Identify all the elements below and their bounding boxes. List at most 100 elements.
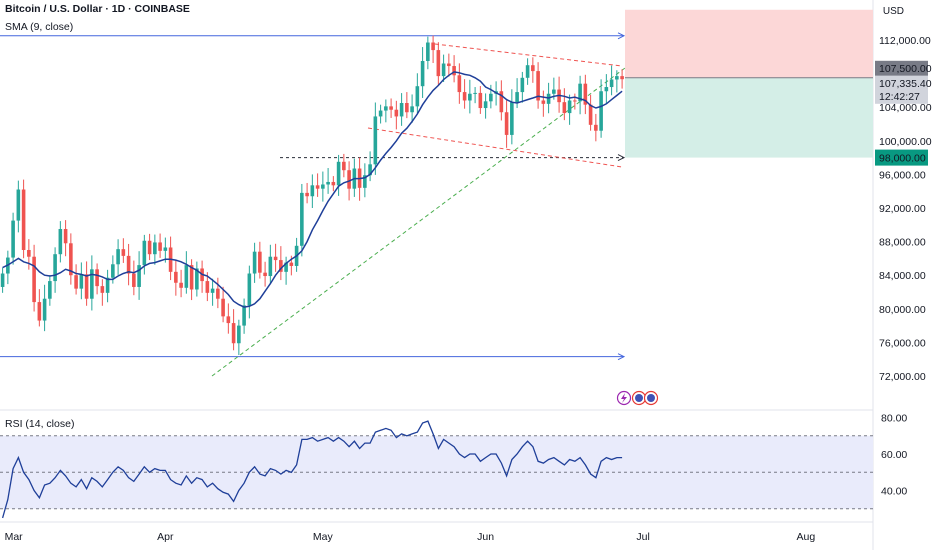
channel-upper-line [434,43,623,67]
last-price-text: 107,335.40 [879,78,932,90]
candle-body [431,42,435,51]
candle-body [604,87,609,92]
target-price-tag [875,149,928,166]
candle-body [567,100,572,114]
candle-body [609,79,614,88]
candle-body [258,251,262,273]
price-tick-label: 104,000.00 [879,102,932,114]
candle-body [0,273,5,287]
candle-body [473,92,477,94]
candle-body [32,256,36,303]
candle-body [347,170,351,189]
candle-body [216,288,220,299]
symbol-legend: Bitcoin / U.S. Dollar · 1D · COINBASE [5,3,190,15]
price-tick-label: 112,000.00 [879,35,931,47]
candle-body [399,103,404,117]
candle-body [153,242,157,255]
candle-body [247,273,252,306]
candle-body [252,251,257,274]
price-tick-label: 96,000.00 [879,169,926,181]
candle-body [163,247,168,251]
candle-body [520,77,525,93]
us-flag-icon [647,394,655,402]
time-tick-label: Jul [636,531,649,543]
candle-body [137,265,141,287]
candle-body [147,240,152,255]
candle-body [184,265,189,288]
candle-body [452,66,456,76]
candle-body [462,92,467,101]
candle-body [394,109,399,117]
candle-body [441,63,446,77]
candle-body [237,325,241,344]
candle-body [368,164,372,176]
channel-lower-line [367,127,623,168]
candle-body [289,262,294,266]
candle-body [499,91,504,113]
candle-body [53,254,57,282]
candle-body [84,274,89,299]
candle-body [268,256,273,277]
rsi-line [1,420,623,519]
candle-body [363,175,367,188]
candle-body [588,104,593,125]
candle-body [74,275,78,289]
candle-body [478,92,483,109]
rsi-legend: RSI (14, close) [5,418,75,430]
candle-body [63,229,68,244]
time-tick-label: Mar [5,531,24,543]
trend-line [211,67,626,377]
candle-body [100,286,105,293]
candle-body [536,71,540,101]
sma-legend: SMA (9, close) [5,21,74,33]
rsi-tick-label: 60.00 [881,449,907,461]
candle-body [116,249,120,265]
time-tick-label: Aug [797,531,816,543]
candle-body [142,240,147,266]
candle-body [21,189,26,250]
us-flag-icon [635,394,643,402]
candle-body [210,288,215,293]
candle-body [389,106,393,110]
candle-body [583,83,588,105]
candle-body [58,229,63,255]
candle-body [468,93,472,101]
time-tick-label: May [313,531,334,543]
candle-body [95,269,99,287]
candle-body [336,161,341,186]
rsi-tick-label: 40.00 [881,486,907,498]
candle-body [594,124,598,131]
time-tick-label: Apr [157,531,174,543]
candle-body [300,192,304,246]
candle-body [27,250,31,257]
rsi-tick-label: 80.00 [881,413,907,425]
candle-body [615,76,619,80]
candle-body [405,103,409,113]
candle-body [573,100,577,102]
candle-body [546,93,551,104]
countdown-text: 12:42:27 [879,91,920,103]
candle-body [447,63,451,67]
candle-body [326,181,330,185]
candle-body [69,243,73,276]
candle-body [426,42,430,61]
currency-label[interactable]: USD [882,6,904,17]
candle-body [541,100,546,104]
candle-body [510,102,514,135]
rsi-band [0,435,873,509]
candle-body [552,89,556,94]
candle-body [415,86,420,107]
candle-body [489,93,493,102]
candle-body [90,269,94,299]
candle-body [42,298,47,321]
stop-price-tag-text: 107,500.00 [879,63,932,75]
time-tick-label: Jun [477,531,494,543]
price-tick-label: 92,000.00 [879,203,926,215]
candle-body [420,61,425,87]
candle-body [310,185,315,197]
candle-body [342,161,346,171]
range-low-arrow [617,353,626,361]
candle-body [457,75,462,93]
candle-body [174,271,178,283]
